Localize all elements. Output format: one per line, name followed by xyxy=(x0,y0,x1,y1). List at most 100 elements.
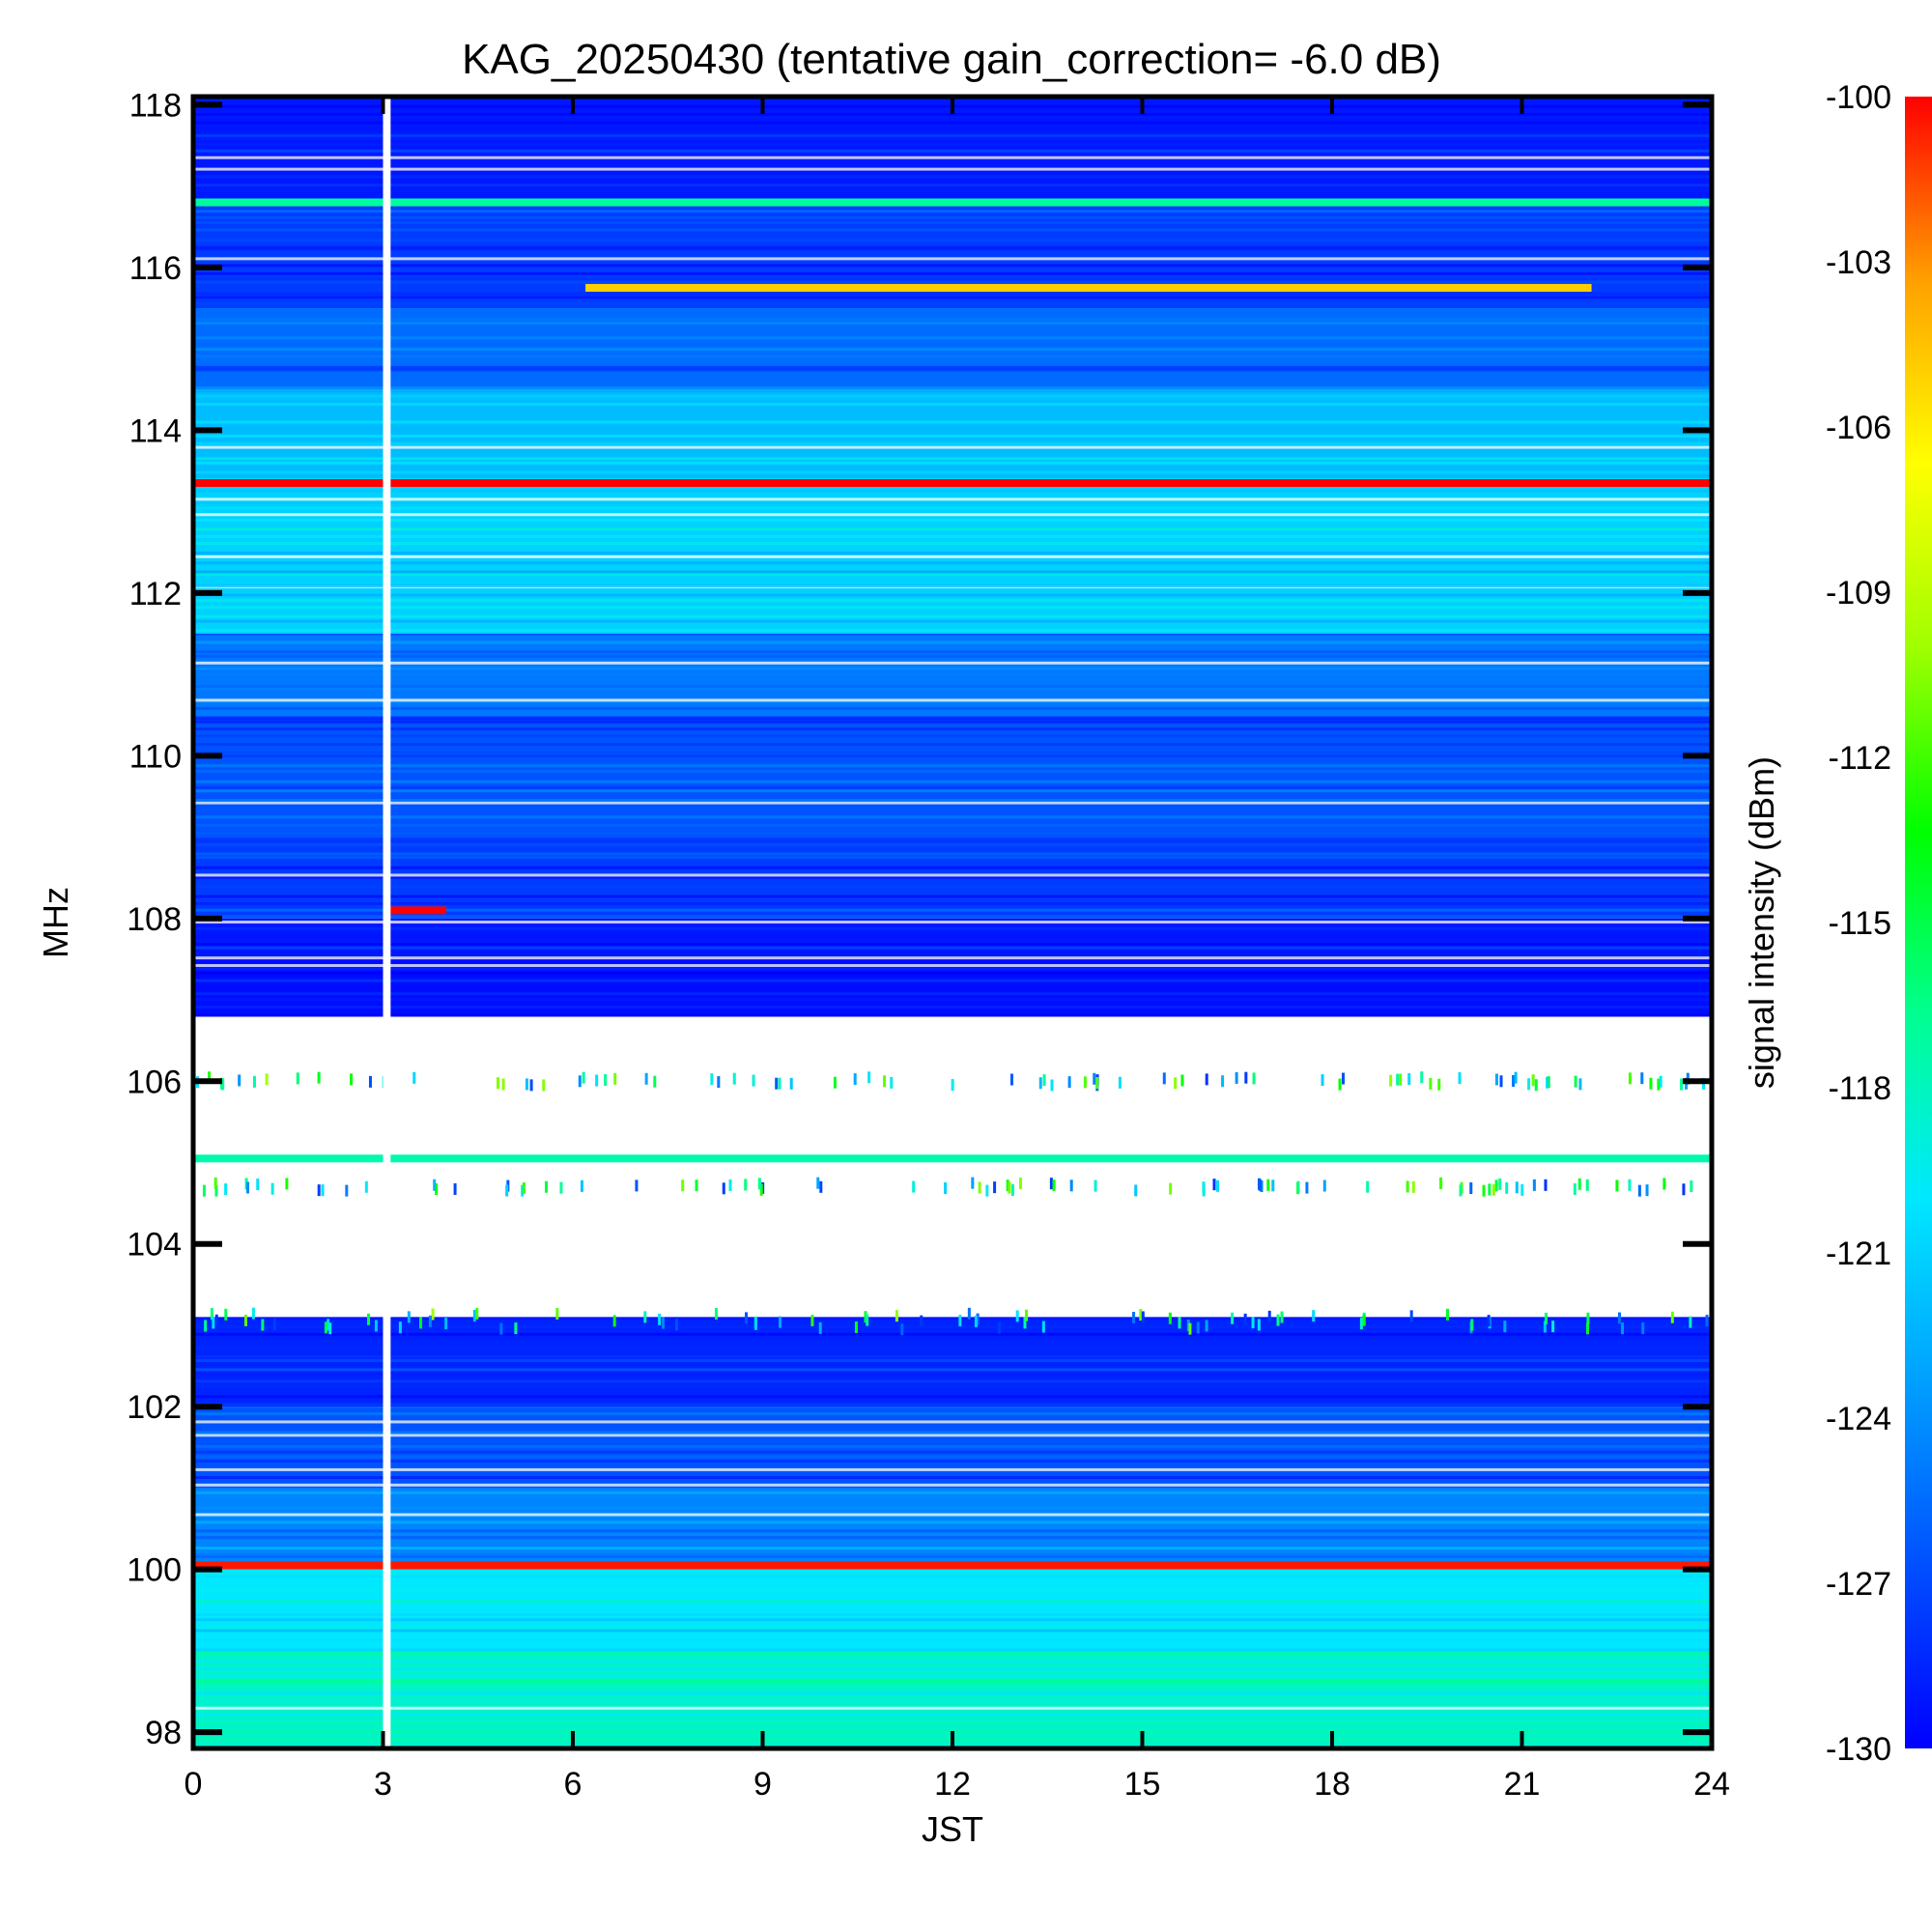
y-tick-label: 102 xyxy=(127,1389,182,1426)
spectrum-line xyxy=(195,873,1710,877)
spectrum-line xyxy=(195,386,1710,390)
spectrum-line xyxy=(195,561,1710,565)
spectrum-band xyxy=(195,487,1710,634)
spectrum-line xyxy=(195,296,1710,299)
spectrum-line xyxy=(195,162,1710,166)
spectrum-line xyxy=(195,1706,1710,1710)
noise-tick xyxy=(1235,1071,1238,1084)
noise-tick xyxy=(252,1075,256,1088)
noise-tick xyxy=(1180,1074,1184,1087)
spectrum-line xyxy=(195,640,1710,644)
noise-tick xyxy=(1543,1321,1547,1333)
noise-tick xyxy=(1551,1321,1555,1333)
noise-tick xyxy=(213,1177,217,1189)
spectrum-line xyxy=(195,1475,1710,1479)
spectrum-line xyxy=(195,489,1710,493)
noise-tick xyxy=(364,1180,368,1193)
noise-tick xyxy=(1141,1311,1145,1323)
x-tick-label: 24 xyxy=(1693,1766,1730,1803)
noise-tick xyxy=(867,1071,871,1084)
noise-tick xyxy=(681,1179,685,1192)
spectrum-line xyxy=(195,245,1710,249)
spectrum-line xyxy=(195,1588,1710,1592)
noise-tick xyxy=(1322,1179,1326,1192)
carrier-line xyxy=(195,1561,1710,1570)
noise-tick xyxy=(1657,1078,1661,1091)
noise-tick xyxy=(321,1184,325,1197)
noise-tick xyxy=(1132,1312,1136,1324)
spectrum-line xyxy=(195,979,1710,982)
noise-tick xyxy=(1534,1079,1538,1092)
spectrum-line xyxy=(195,667,1710,670)
noise-tick xyxy=(1280,1311,1284,1323)
noise-tick xyxy=(1162,1072,1166,1085)
x-tick-label: 9 xyxy=(753,1766,772,1803)
noise-tick xyxy=(453,1182,457,1195)
spectrum-line xyxy=(195,1384,1710,1388)
noise-tick xyxy=(662,1317,666,1329)
spectrum-band xyxy=(195,1569,1710,1651)
noise-tick xyxy=(1174,1077,1178,1090)
spectrum-line xyxy=(195,1379,1710,1383)
noise-tick xyxy=(1169,1182,1173,1195)
noise-tick xyxy=(1257,1319,1261,1331)
spectrum-line xyxy=(195,461,1710,465)
noise-tick xyxy=(778,1077,781,1090)
noise-tick xyxy=(1505,1181,1509,1194)
noise-tick xyxy=(1499,1075,1503,1088)
spectrum-line xyxy=(195,614,1710,618)
spectrum-line xyxy=(195,698,1710,702)
spectrum-line xyxy=(195,1403,1710,1406)
noise-tick xyxy=(951,1079,954,1092)
noise-tick xyxy=(1689,1316,1692,1328)
noise-tick xyxy=(866,1314,869,1326)
spectrum-line xyxy=(195,149,1710,153)
spectrum-line xyxy=(195,606,1710,610)
carrier-line xyxy=(585,283,1592,292)
spectrum-line xyxy=(195,1660,1710,1663)
spectrum-line xyxy=(195,823,1710,827)
noise-tick xyxy=(1690,1179,1693,1192)
spectrum-line xyxy=(195,336,1710,340)
spectrum-line xyxy=(195,687,1710,691)
noise-tick xyxy=(1407,1073,1411,1086)
noise-tick xyxy=(1069,1179,1073,1192)
noise-tick xyxy=(1389,1074,1393,1087)
spectrum-line xyxy=(195,542,1710,546)
noise-tick xyxy=(1645,1184,1649,1197)
spectrum-line xyxy=(195,619,1710,623)
spectrum-line xyxy=(195,789,1710,793)
spectrum-line xyxy=(195,1483,1710,1487)
spectrum-line xyxy=(195,599,1710,603)
spectrum-line xyxy=(195,584,1710,588)
x-tick-label: 15 xyxy=(1124,1766,1161,1803)
noise-tick xyxy=(1662,1178,1666,1190)
noise-tick xyxy=(238,1074,242,1087)
noise-tick xyxy=(505,1184,509,1197)
noise-tick xyxy=(1682,1183,1686,1196)
noise-tick xyxy=(428,1315,432,1327)
noise-tick xyxy=(643,1311,647,1323)
carrier-line xyxy=(195,1154,1710,1163)
spectrum-band xyxy=(195,918,1710,959)
spectrum-line xyxy=(195,184,1710,187)
spectrum-line xyxy=(195,551,1710,554)
spectrum-line xyxy=(195,355,1710,358)
spectrum-line xyxy=(195,1572,1710,1576)
colorbar-tick-label: -118 xyxy=(1828,1070,1891,1107)
spectrum-line xyxy=(195,1354,1710,1358)
noise-tick xyxy=(1577,1178,1581,1190)
noise-tick xyxy=(1585,1322,1589,1335)
spectrum-line xyxy=(195,672,1710,676)
spectrum-line xyxy=(195,956,1710,960)
spectrum-line xyxy=(195,785,1710,789)
spectrum-line xyxy=(195,497,1710,501)
colorbar-tick-label: -109 xyxy=(1826,575,1891,611)
spectrum-line xyxy=(195,394,1710,398)
noise-tick xyxy=(327,1319,330,1331)
noise-tick xyxy=(1544,1312,1548,1324)
noise-tick xyxy=(1705,1315,1709,1327)
noise-tick xyxy=(752,1074,755,1087)
spectrum-line xyxy=(195,1553,1710,1557)
y-tick-label: 114 xyxy=(129,412,182,449)
